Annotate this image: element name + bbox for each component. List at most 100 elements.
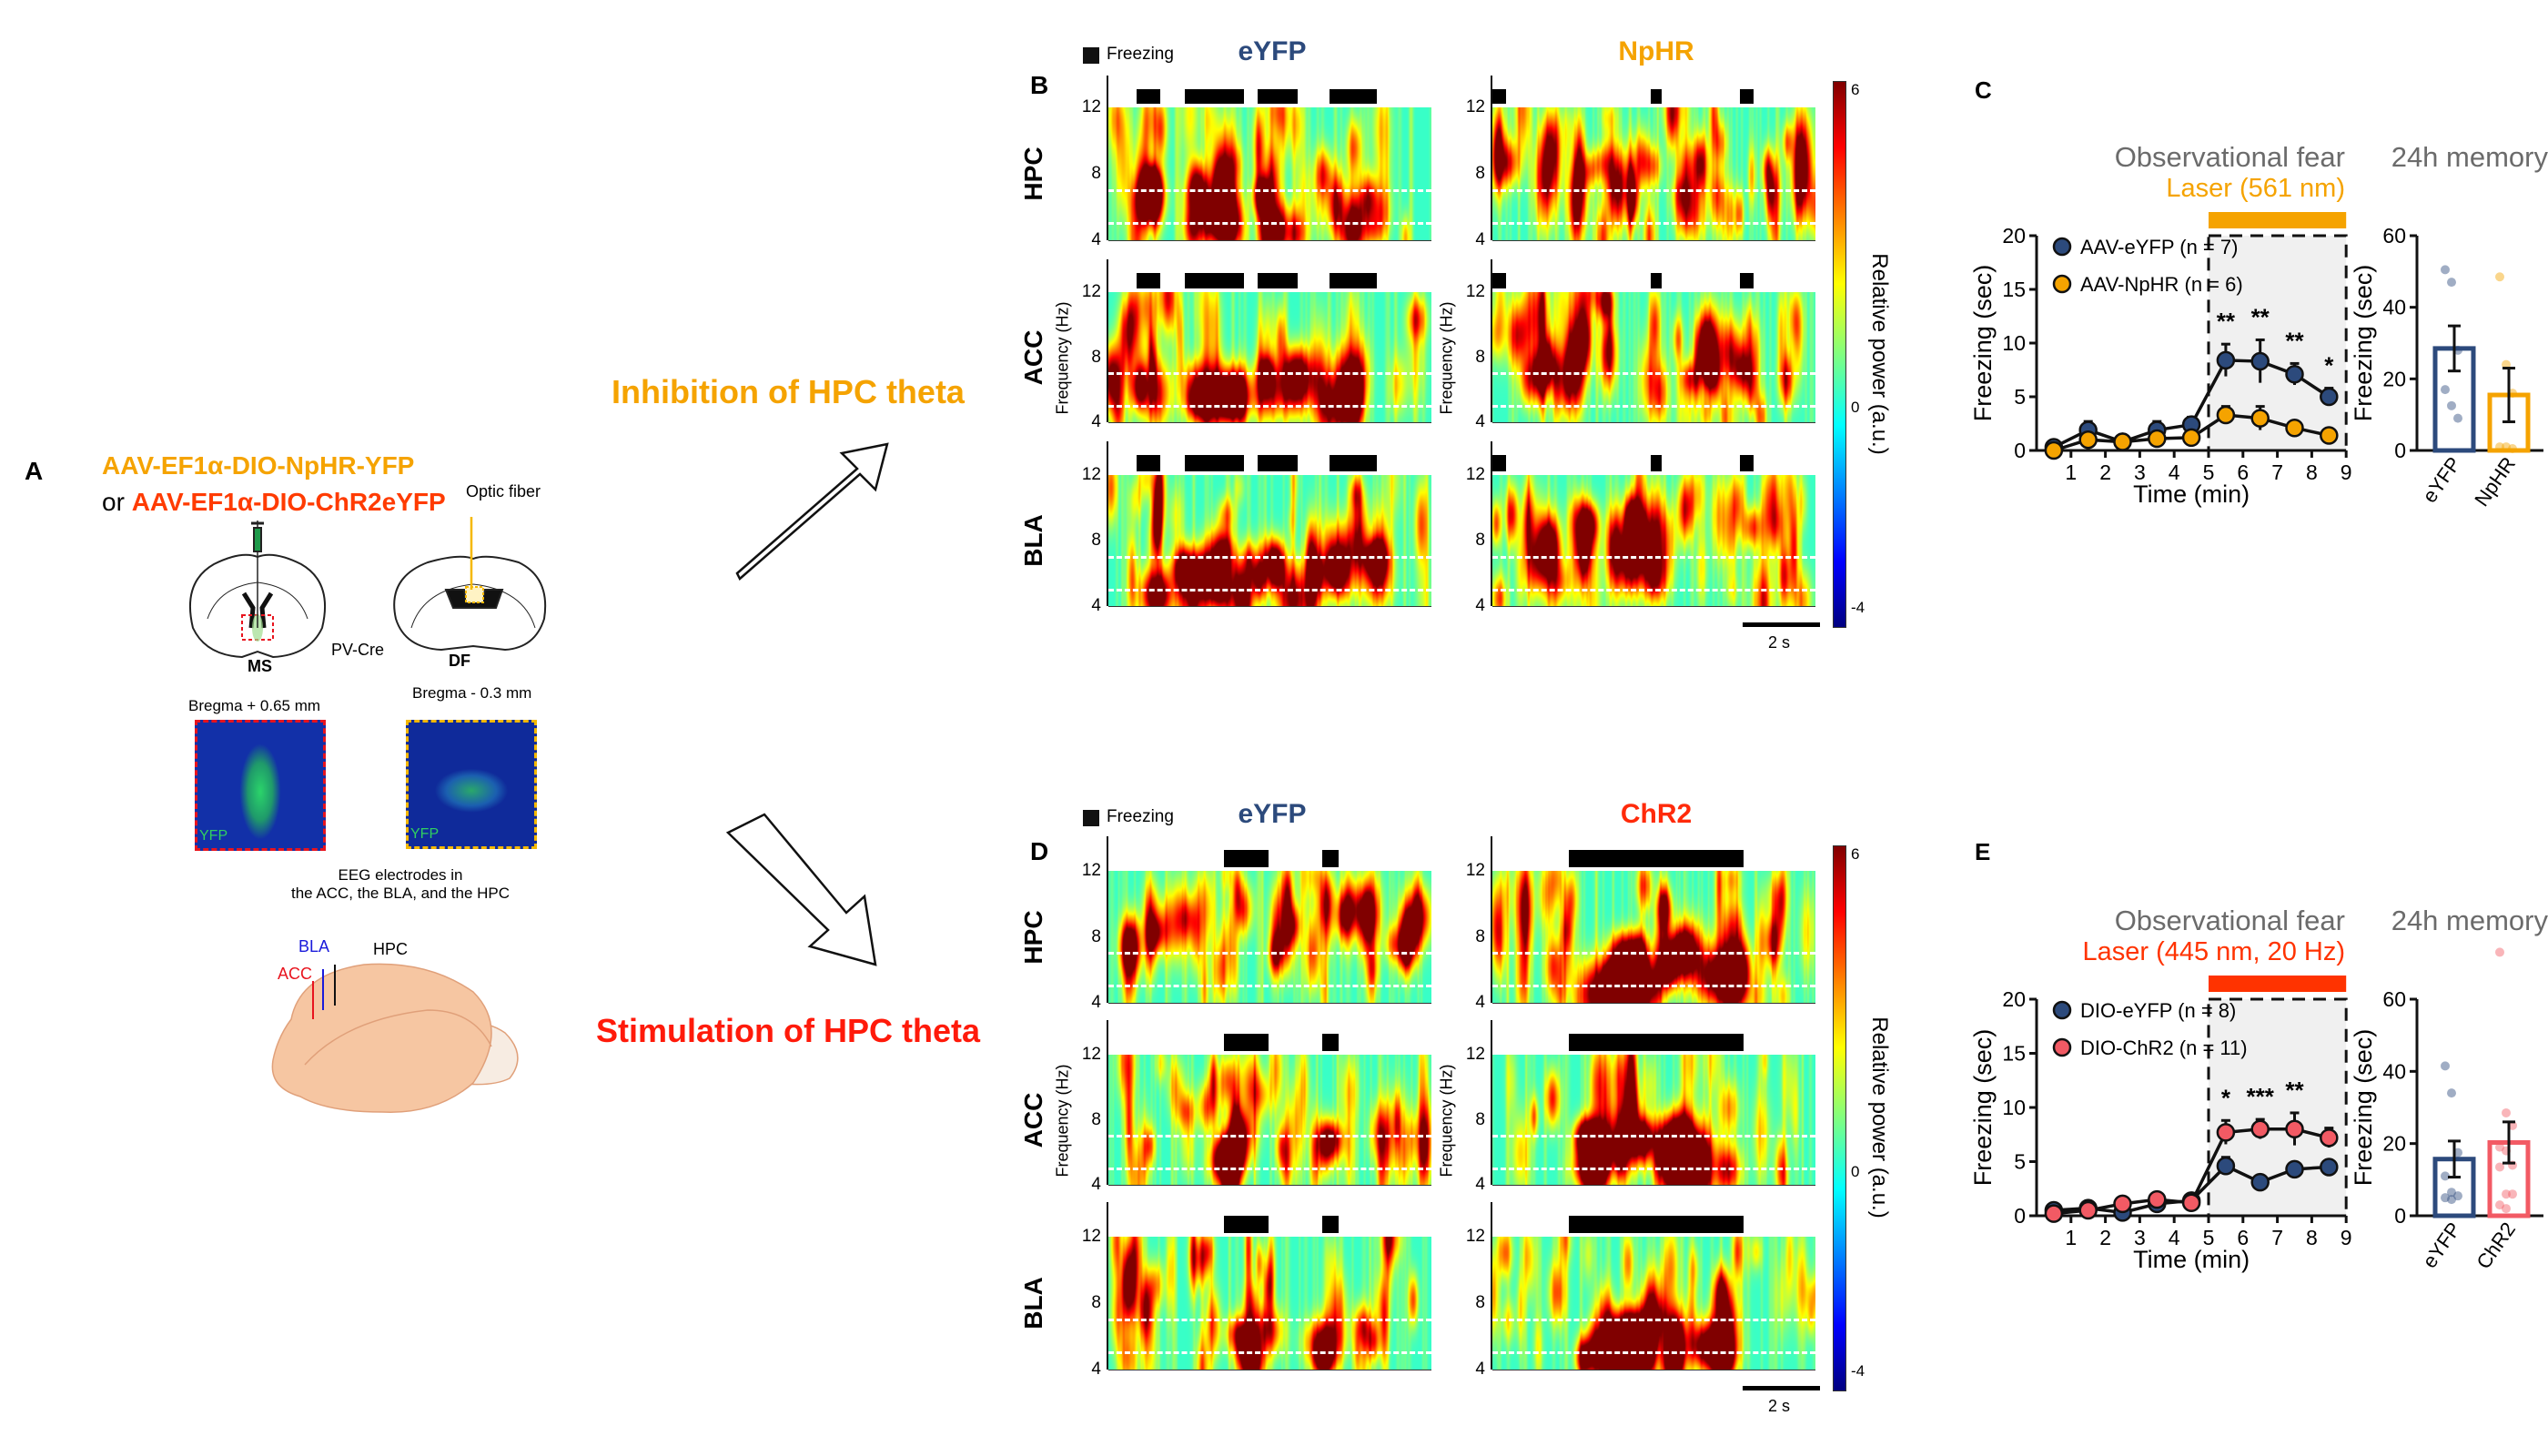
- ms-histology-image: YFP: [195, 720, 326, 851]
- bar-y-tick-label: 40: [2382, 1059, 2406, 1083]
- individual-point: [2495, 272, 2504, 282]
- spectrogram-nphr-acc: [1492, 292, 1815, 422]
- spectrogram-eyfp-bla: [1108, 475, 1431, 606]
- observational-fear-title: Observational fear: [2115, 905, 2345, 936]
- freezing-epoch-bar: [1322, 850, 1339, 867]
- hpc-electrode-label: HPC: [373, 940, 409, 958]
- theta-band-line-5hz: [1492, 1351, 1815, 1355]
- theta-band-line-5hz: [1108, 1167, 1431, 1170]
- data-point: [2216, 1123, 2236, 1142]
- y-tick-label: 12: [1465, 1227, 1485, 1246]
- individual-point: [2447, 1088, 2456, 1098]
- x-axis-line: [1108, 422, 1431, 423]
- y-tick-label: 4: [1475, 1175, 1485, 1194]
- bar-category-label: NpHR: [2470, 453, 2520, 511]
- theta-band-line-5hz: [1108, 222, 1431, 226]
- y-axis-line: [1107, 76, 1108, 240]
- y-tick-label: 12: [1465, 97, 1485, 116]
- data-point: [2113, 432, 2132, 451]
- construct-line-2: or AAV-EF1α-DIO-ChR2eYFP: [102, 488, 446, 517]
- laser-label: Laser (445 nm, 20 Hz): [2082, 937, 2345, 966]
- x-tick-label: 7: [2271, 460, 2283, 484]
- scale-bar-label: 2 s: [1768, 633, 1791, 652]
- y-axis-line: [1107, 259, 1108, 422]
- spectrogram-nphr-bla: [1492, 475, 1815, 606]
- individual-point: [2495, 1162, 2504, 1172]
- df-histology-image: YFP: [406, 720, 537, 849]
- individual-point: [2453, 1191, 2462, 1201]
- freezing-epoch-bar: [1569, 1034, 1744, 1051]
- x-tick-label: 7: [2271, 1226, 2283, 1249]
- y-tick-label: 12: [1465, 1045, 1485, 1064]
- y-axis-line: [1107, 1020, 1108, 1185]
- x-tick-label: 1: [2065, 1226, 2077, 1249]
- individual-point: [2502, 1189, 2511, 1199]
- freezing-epoch-bar: [1740, 455, 1754, 471]
- y-axis-line: [1107, 441, 1108, 606]
- condition-title-eyfp: eYFP: [1238, 799, 1307, 829]
- y-tick-label: 12: [1081, 465, 1101, 484]
- bar-y-axis-label: Freezing (sec): [2350, 1029, 2377, 1187]
- individual-point: [2441, 1171, 2450, 1181]
- y-tick-label: 8: [1475, 164, 1485, 183]
- data-point: [2044, 440, 2064, 460]
- memory-title: 24h memory: [2391, 905, 2548, 936]
- scale-bar: [1743, 622, 1820, 627]
- freezing-epoch-bar: [1569, 850, 1744, 867]
- data-point: [2320, 1158, 2339, 1177]
- freezing-epoch-bar: [1137, 273, 1161, 288]
- y-tick-label: 10: [2002, 331, 2026, 355]
- construct-nphr: AAV-EF1α-DIO-NpHR-YFP: [102, 451, 415, 480]
- colorbar-tick-label: 0: [1851, 399, 1860, 417]
- freezing-legend-swatch: [1083, 810, 1099, 826]
- laser-on-bar: [2209, 976, 2347, 992]
- inhibition-arrow-icon: [735, 442, 889, 581]
- significance-marker: *: [2324, 352, 2334, 379]
- df-yfp-label: YFP: [410, 826, 440, 842]
- freezing-epoch-bar: [1330, 455, 1377, 471]
- freezing-epoch-bar: [1330, 273, 1377, 288]
- freezing-epoch-bar: [1322, 1034, 1339, 1051]
- x-axis-label: Time (min): [2133, 480, 2250, 508]
- individual-point: [2495, 1142, 2504, 1152]
- y-tick-label: 12: [1081, 282, 1101, 301]
- data-point: [2216, 350, 2236, 370]
- y-tick-label: 4: [1475, 230, 1485, 249]
- significance-marker: **: [2217, 308, 2236, 335]
- data-point: [2285, 418, 2304, 438]
- individual-point: [2441, 1061, 2450, 1071]
- y-tick-label: 4: [1475, 412, 1485, 431]
- x-tick-label: 6: [2237, 460, 2249, 484]
- bar-y-tick-label: 60: [2382, 224, 2406, 248]
- bar-y-tick-label: 20: [2382, 367, 2406, 390]
- data-point: [2113, 1194, 2132, 1214]
- spectrogram-eyfp-hpc: [1108, 107, 1431, 240]
- data-point: [2216, 405, 2236, 425]
- ms-label: MS: [248, 657, 272, 675]
- colorbar: [1833, 845, 1846, 1391]
- eeg-line-1: EEG electrodes in: [338, 866, 463, 884]
- y-tick-label: 4: [1091, 1175, 1101, 1194]
- freezing-epoch-bar: [1224, 1034, 1269, 1051]
- theta-band-line-7hz: [1492, 371, 1815, 375]
- freezing-epoch-bar: [1184, 89, 1245, 104]
- y-tick-label: 12: [1465, 282, 1485, 301]
- x-axis-label: Time (min): [2133, 1246, 2250, 1273]
- individual-point: [2495, 442, 2504, 452]
- theta-band-line-7hz: [1108, 1134, 1431, 1138]
- theta-band-line-7hz: [1108, 952, 1431, 956]
- df-coronal-section: [393, 517, 547, 652]
- condition-title-eyfp: eYFP: [1238, 36, 1307, 66]
- individual-point: [2447, 400, 2456, 410]
- freezing-epoch-bar: [1740, 273, 1754, 288]
- bar-y-tick-label: 0: [2394, 439, 2406, 462]
- y-tick-label: 4: [1091, 412, 1101, 431]
- x-axis-line: [1108, 1003, 1431, 1004]
- bar-category-label: eYFP: [2418, 453, 2465, 507]
- condition-title-nphr: NpHR: [1618, 36, 1694, 66]
- y-tick-label: 4: [1091, 596, 1101, 615]
- y-tick-label: 20: [2002, 987, 2026, 1011]
- y-tick-label: 4: [1091, 230, 1101, 249]
